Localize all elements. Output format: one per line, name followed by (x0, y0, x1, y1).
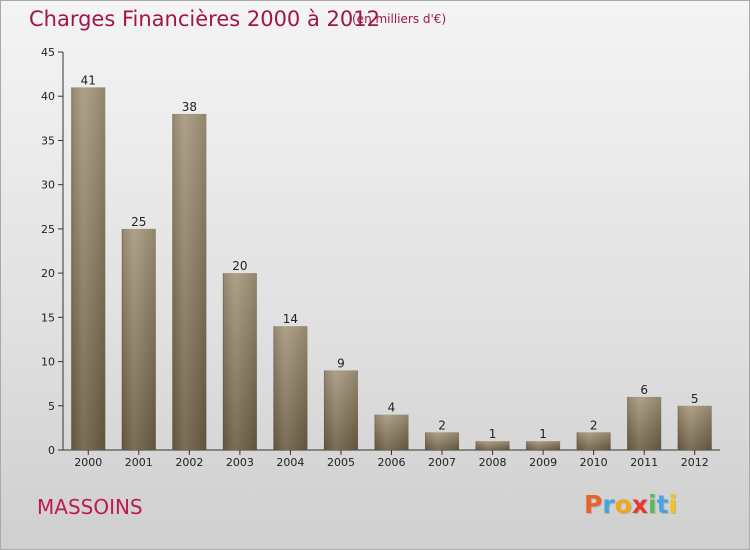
x-tick-label: 2000 (74, 456, 102, 469)
x-tick-label: 2007 (428, 456, 456, 469)
y-tick-label: 0 (48, 444, 55, 457)
y-tick-label: 40 (41, 90, 55, 103)
bar-shading (222, 273, 257, 450)
x-tick-label: 2004 (276, 456, 304, 469)
chart-title: Charges Financières 2000 à 2012 (29, 7, 380, 31)
chart-subtitle: (en milliers d'€) (352, 12, 447, 26)
bar-value-label: 2 (438, 418, 446, 432)
bar-value-label: 20 (232, 259, 247, 273)
y-tick-label: 45 (41, 46, 55, 59)
x-tick-label: 2002 (175, 456, 203, 469)
y-tick-label: 25 (41, 223, 55, 236)
x-tick-label: 2001 (125, 456, 153, 469)
bar-value-label: 14 (283, 312, 298, 326)
proxiti-logo[interactable]: Proxiti (584, 490, 677, 519)
bar-value-label: 4 (388, 401, 396, 415)
y-tick-label: 5 (48, 400, 55, 413)
logo-letter: t (656, 490, 669, 519)
bar-shading (627, 396, 662, 450)
x-tick-label: 2006 (378, 456, 406, 469)
logo-letter: i (648, 490, 657, 519)
bar-shading (475, 441, 510, 450)
logo-letter: i (668, 490, 678, 519)
bar-shading (374, 414, 409, 450)
bar-shading (323, 370, 358, 450)
y-tick-label: 20 (41, 267, 55, 280)
bar-shading (526, 441, 561, 450)
bar-value-label: 38 (182, 100, 197, 114)
bar-value-label: 6 (640, 383, 648, 397)
bar-shading (121, 228, 156, 450)
bar-shading (172, 113, 207, 451)
bar-shading (677, 405, 712, 450)
labels: 2000412001252002382003202004142005920064… (74, 73, 708, 469)
bar-value-label: 1 (539, 427, 547, 441)
y-tick-label: 35 (41, 134, 55, 147)
bar-shading (273, 326, 308, 450)
x-tick-label: 2003 (226, 456, 254, 469)
bar-value-label: 9 (337, 356, 345, 370)
bar-shading (425, 432, 460, 450)
y-tick-label: 10 (41, 356, 55, 369)
bar-value-label: 2 (590, 418, 598, 432)
bar-shading (576, 432, 611, 450)
y-tick-label: 30 (41, 179, 55, 192)
x-tick-label: 2009 (529, 456, 557, 469)
bar-shading (71, 87, 106, 450)
bar-value-label: 5 (691, 392, 699, 406)
bar-value-label: 41 (81, 73, 96, 87)
logo-letter: o (614, 490, 632, 519)
x-tick-label: 2010 (580, 456, 608, 469)
logo-letter: r (602, 490, 615, 519)
x-tick-label: 2011 (630, 456, 658, 469)
bar-value-label: 25 (131, 215, 146, 229)
bar-value-label: 1 (489, 427, 497, 441)
commune-name: MASSOINS (37, 495, 143, 519)
logo-letter: x (631, 490, 648, 519)
x-tick-label: 2008 (479, 456, 507, 469)
y-tick-label: 15 (41, 311, 55, 324)
bars (71, 87, 712, 451)
logo-letter: P (584, 490, 603, 519)
x-tick-label: 2005 (327, 456, 355, 469)
x-tick-label: 2012 (681, 456, 709, 469)
